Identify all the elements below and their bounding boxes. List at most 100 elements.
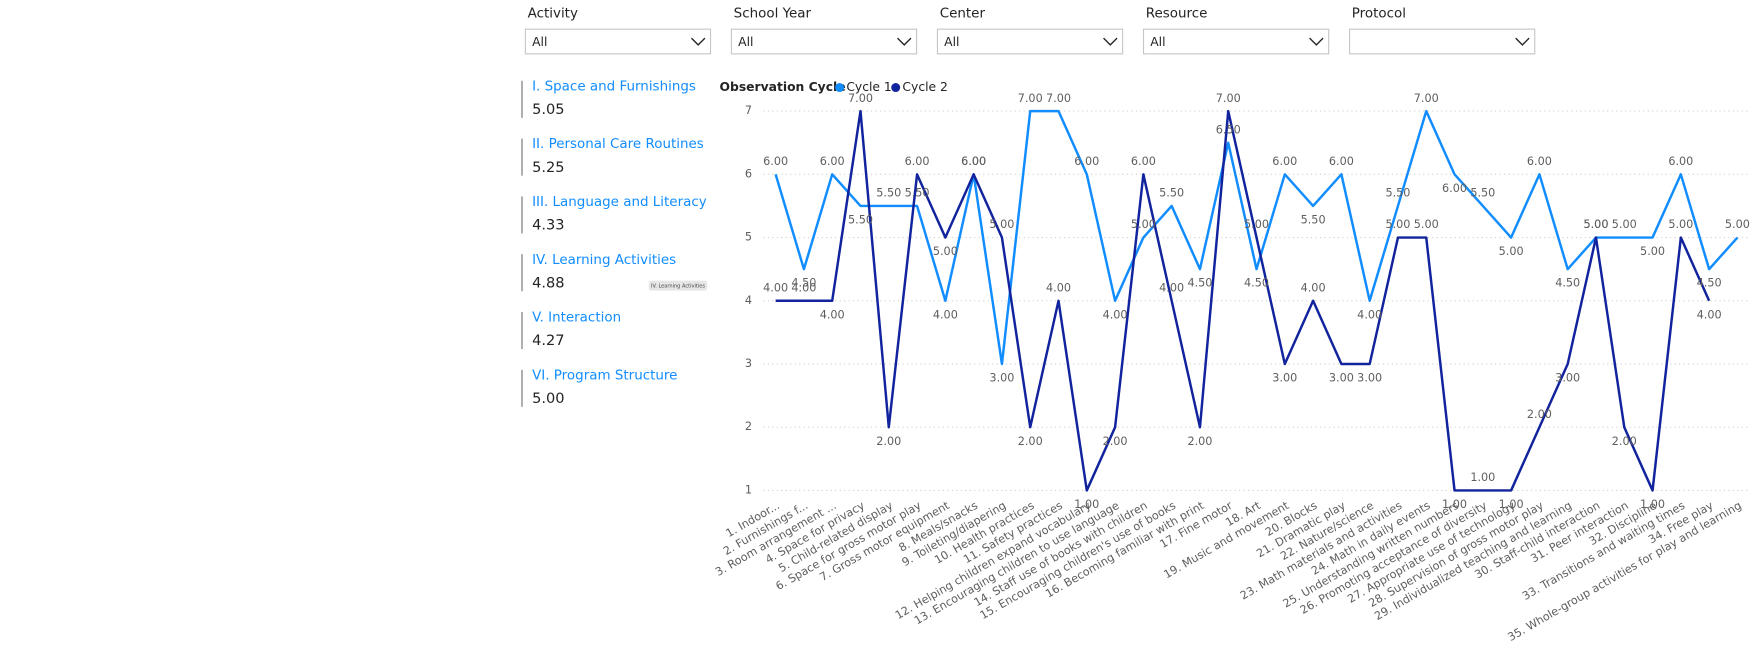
data-label: 1.00 [1499,498,1524,511]
dropdown-value: All [738,35,753,49]
data-label: 5.00 [1244,218,1269,231]
data-label: 5.00 [1583,218,1608,231]
card-value: 5.25 [532,159,564,176]
data-label: 5.00 [1414,218,1439,231]
data-label: 4.00 [1301,281,1326,294]
data-label: 5.00 [1640,245,1665,258]
y-tick-label: 3 [745,357,752,370]
data-label: 5.00 [989,218,1014,231]
data-label: 1.00 [1640,498,1665,511]
data-label: 4.00 [1159,281,1184,294]
data-label: 6.00 [1668,155,1693,168]
card-value: 5.05 [532,101,564,118]
data-label: 6.00 [1527,155,1552,168]
data-label: 3.00 [1272,372,1297,385]
data-label: 4.00 [1697,308,1722,321]
data-label: 4.50 [1187,277,1212,290]
card-value: 4.27 [532,332,564,349]
dropdown-box[interactable] [524,28,712,55]
data-label: 5.50 [905,187,930,200]
data-label: 4.50 [791,277,816,290]
filter-dropdown[interactable]: All [524,28,712,55]
data-label: 6.00 [905,155,930,168]
data-label: 4.50 [1555,277,1580,290]
data-label: 3.00 [989,372,1014,385]
data-label: 6.00 [1329,155,1354,168]
card-value: 4.33 [532,217,564,234]
y-tick-label: 2 [745,420,752,433]
legend-label: Cycle 1 [846,80,891,94]
data-label: 3.00 [1329,372,1354,385]
data-label: 5.00 [1668,218,1693,231]
filter-label: School Year [734,6,812,21]
card-title: IV. Learning Activities [532,253,676,268]
filter-label: Center [940,6,986,21]
filter-dropdown[interactable]: All [1142,28,1330,55]
dropdown-chevron [897,37,912,46]
data-label: 2.00 [1527,408,1552,421]
data-label: 3.00 [1555,372,1580,385]
dropdown-chevron [1515,37,1530,46]
filter-dropdown[interactable]: All [936,28,1124,55]
data-label: 7.00 [1414,92,1439,105]
dropdown-value: All [532,35,547,49]
data-label: 4.00 [933,308,958,321]
data-label: 5.50 [1470,187,1495,200]
card-value: 4.88 [532,274,564,291]
dropdown-box[interactable] [730,28,918,55]
data-label: 4.00 [1357,308,1382,321]
legend-title: Observation Cycle [720,80,846,94]
dropdown-chevron [1103,37,1118,46]
filter-dropdown[interactable]: All [730,28,918,55]
y-tick-label: 6 [745,167,752,180]
data-label: 5.00 [1385,218,1410,231]
data-label: 6.00 [961,155,986,168]
data-label: 1.00 [1074,498,1099,511]
data-label: 2.00 [1018,435,1043,448]
dropdown-box[interactable] [1349,28,1536,55]
dropdown-box[interactable] [936,28,1124,55]
data-label: 4.00 [763,281,788,294]
data-label: 4.00 [1046,281,1071,294]
data-label: 6.00 [961,155,986,168]
data-label: 5.50 [1301,214,1326,227]
data-label: 5.50 [848,214,873,227]
tooltip: IV. Learning Activities [651,284,705,290]
legend-label: Cycle 2 [902,80,947,94]
data-label: 7.00 [1216,92,1241,105]
data-label: 2.00 [1612,435,1637,448]
data-label: 1.00 [1470,471,1495,484]
filter-label: Activity [528,6,578,21]
data-label: 2.00 [1103,435,1128,448]
data-label: 4.00 [1103,308,1128,321]
data-label: 3.00 [1357,372,1382,385]
filter-label: Resource [1146,6,1208,21]
dropdown-value: All [944,35,959,49]
data-label: 6.00 [763,155,788,168]
data-label: 5.50 [1385,187,1410,200]
series-line [775,109,1711,492]
data-label: 5.00 [1131,218,1156,231]
filter-dropdown[interactable] [1349,28,1536,55]
data-label: 6.00 [1442,182,1467,195]
dropdown-chevron [690,37,706,46]
filter-label: Protocol [1352,6,1406,21]
y-tick-label: 4 [745,294,752,307]
dropdown-chevron [1309,37,1324,46]
data-label: 6.00 [1272,155,1297,168]
data-label: 2.00 [876,435,901,448]
card-title: VI. Program Structure [532,368,677,383]
data-label: 4.00 [820,308,845,321]
y-tick-label: 7 [745,104,752,117]
dropdown-box[interactable] [1142,28,1330,55]
data-label: 4.50 [1697,277,1722,290]
data-label: 5.00 [1612,218,1637,231]
data-label: 6.00 [1074,155,1099,168]
y-tick-label: 1 [745,483,752,496]
data-label: 4.50 [1244,277,1269,290]
data-label: 7.00 [848,92,873,105]
dropdown-value: All [1150,35,1165,49]
card-value: 5.00 [532,390,564,407]
